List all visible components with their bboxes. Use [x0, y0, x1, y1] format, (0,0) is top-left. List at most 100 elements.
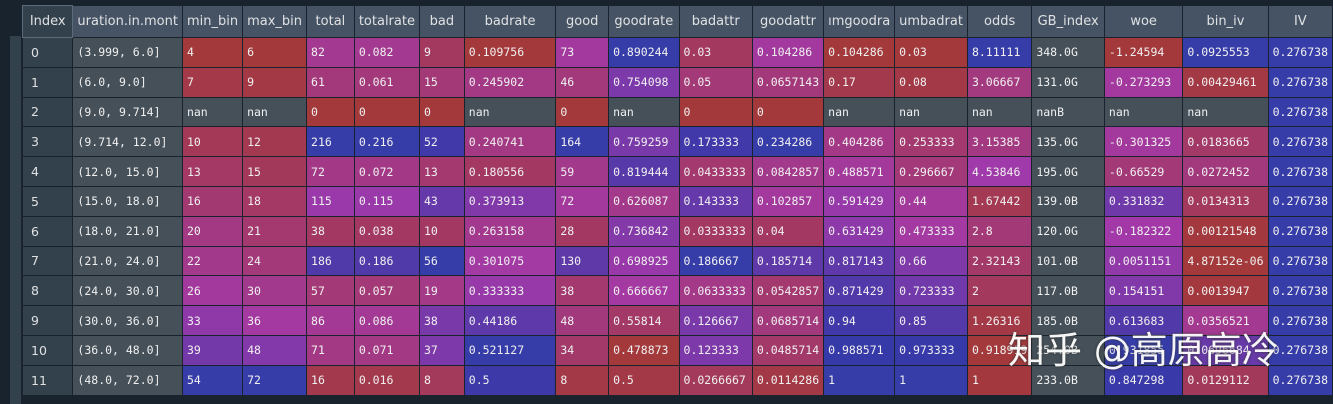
- cell: 130: [555, 245, 610, 277]
- column-header[interactable]: badrate: [463, 5, 557, 38]
- cell: 0.0266667: [678, 364, 753, 396]
- row-index: 3: [21, 126, 74, 158]
- column-header[interactable]: goodrate: [608, 5, 680, 38]
- cell: 0.331832: [1103, 185, 1184, 217]
- cell: 1: [894, 364, 968, 396]
- cell: 0: [678, 96, 753, 128]
- cell: 0.754098: [608, 66, 680, 98]
- row-index: 9: [21, 305, 74, 336]
- cell: 48: [555, 305, 610, 336]
- cell: 0.086: [353, 305, 420, 336]
- column-header[interactable]: umbadrat: [894, 5, 968, 38]
- cell: 15: [418, 66, 465, 98]
- column-header[interactable]: ımgoodra: [823, 5, 896, 38]
- cell: 0.404286: [823, 126, 896, 158]
- cell: 0.253333: [894, 126, 968, 158]
- data-row: 0 (3.999, 6.0] 4 6 82 0.082 9 0.109756 73 0.89024…: [21, 37, 1333, 68]
- watermark: 知乎 @高原高冷: [1008, 329, 1279, 372]
- cell: 0.173333: [678, 126, 753, 158]
- cell: 0.0333333: [678, 215, 753, 247]
- cell: 0.185714: [751, 245, 825, 277]
- cell: 10: [418, 215, 465, 247]
- cell: 0.473333: [894, 215, 968, 247]
- cell: 216: [306, 126, 355, 158]
- cell: 0.736842: [608, 215, 680, 247]
- cell: 0.0356521: [1182, 305, 1269, 336]
- cell: 0.0685714: [751, 305, 825, 336]
- cell: (9.0, 9.714]: [72, 96, 183, 128]
- data-row: 8 (24.0, 30.0] 26 30 57 0.057 19 0.333333 38 0.66…: [21, 275, 1333, 307]
- cell: 2.32143: [966, 245, 1033, 277]
- column-header[interactable]: bin_iv: [1182, 5, 1269, 38]
- cell: 0.276738: [1267, 126, 1333, 158]
- column-header[interactable]: uration.in.mont: [72, 5, 183, 38]
- column-header[interactable]: badattr: [678, 5, 753, 38]
- cell: 72: [242, 364, 308, 396]
- cell: 0.5: [608, 364, 680, 396]
- cell: 0.245902: [463, 66, 557, 98]
- cell: 16: [181, 185, 244, 217]
- cell: 0.698925: [608, 245, 680, 277]
- cell: 71: [306, 334, 355, 366]
- data-row: 11 (48.0, 72.0] 54 72 16 0.016 8 0.5 8 0.5 0.02666…: [21, 364, 1333, 396]
- cell: (12.0, 15.0]: [72, 156, 183, 187]
- cell: 0.186667: [678, 245, 753, 277]
- cell: 195.0G: [1031, 156, 1105, 187]
- column-header[interactable]: IV: [1267, 5, 1333, 38]
- cell: 57: [306, 275, 355, 307]
- index-header[interactable]: Index: [21, 5, 74, 38]
- cell: 0.276738: [1267, 245, 1333, 277]
- cell: 52: [418, 126, 465, 158]
- cell: 0.276738: [1267, 275, 1333, 307]
- cell: 0.0129112: [1182, 364, 1269, 396]
- cell: nan: [242, 96, 308, 128]
- cell: 0.988571: [823, 334, 896, 366]
- table-wrap: Index uration.in.mont min_bin max_bin total t…: [21, 5, 1333, 396]
- cell: 2: [966, 275, 1033, 307]
- cell: 48: [242, 334, 308, 366]
- cell: 26: [181, 275, 244, 307]
- column-header[interactable]: bad: [418, 5, 465, 38]
- cell: 0.072: [353, 156, 420, 187]
- cell: 46: [555, 66, 610, 98]
- cell: 0.276738: [1267, 334, 1333, 366]
- cell: (48.0, 72.0]: [72, 364, 183, 396]
- cell: 1: [823, 364, 896, 396]
- cell: 73: [555, 37, 610, 68]
- cell: 15: [242, 156, 308, 187]
- cell: 0.0633333: [678, 275, 753, 307]
- cell: 0.0272452: [1182, 156, 1269, 187]
- cell: 254.0B: [1031, 334, 1105, 366]
- column-header[interactable]: max_bin: [242, 5, 308, 38]
- column-header[interactable]: odds: [966, 5, 1033, 38]
- cell: (18.0, 21.0]: [72, 215, 183, 247]
- cell: 185.0B: [1031, 305, 1105, 336]
- cell: 0.44186: [463, 305, 557, 336]
- column-header[interactable]: GB_index: [1031, 5, 1105, 38]
- cell: 0.0134313: [1182, 185, 1269, 217]
- column-header[interactable]: min_bin: [181, 5, 244, 38]
- cell: (24.0, 30.0]: [72, 275, 183, 307]
- row-index: 7: [21, 245, 74, 277]
- cell: 12: [242, 126, 308, 158]
- cell: 72: [306, 156, 355, 187]
- column-header[interactable]: total: [306, 5, 355, 38]
- column-header[interactable]: goodattr: [751, 5, 825, 38]
- cell: -0.66529: [1103, 156, 1184, 187]
- cell: 117.0B: [1031, 275, 1105, 307]
- cell: 233.0B: [1031, 364, 1105, 396]
- cell: 0.0183665: [1182, 126, 1269, 158]
- cell: 0.03: [678, 37, 753, 68]
- cell: 10: [181, 126, 244, 158]
- cell: 19: [418, 275, 465, 307]
- cell: 82: [306, 37, 355, 68]
- column-header[interactable]: good: [555, 5, 610, 38]
- cell: 0.00429461: [1182, 66, 1269, 98]
- column-header[interactable]: totalrate: [353, 5, 420, 38]
- cell: 0.613683: [1103, 305, 1184, 336]
- column-header[interactable]: woe: [1103, 5, 1184, 38]
- cell: 0.016: [353, 364, 420, 396]
- cell: (30.0, 36.0]: [72, 305, 183, 336]
- cell: 8: [418, 364, 465, 396]
- row-index: 2: [21, 96, 74, 128]
